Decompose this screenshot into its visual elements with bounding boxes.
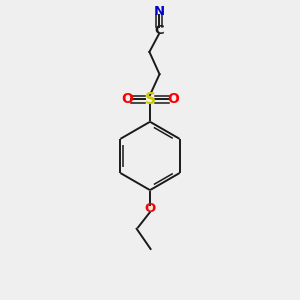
Text: N: N [153, 5, 164, 18]
Text: S: S [145, 92, 155, 107]
Text: C: C [154, 24, 164, 37]
Text: O: O [144, 202, 156, 215]
Text: O: O [167, 92, 179, 106]
Text: O: O [121, 92, 133, 106]
